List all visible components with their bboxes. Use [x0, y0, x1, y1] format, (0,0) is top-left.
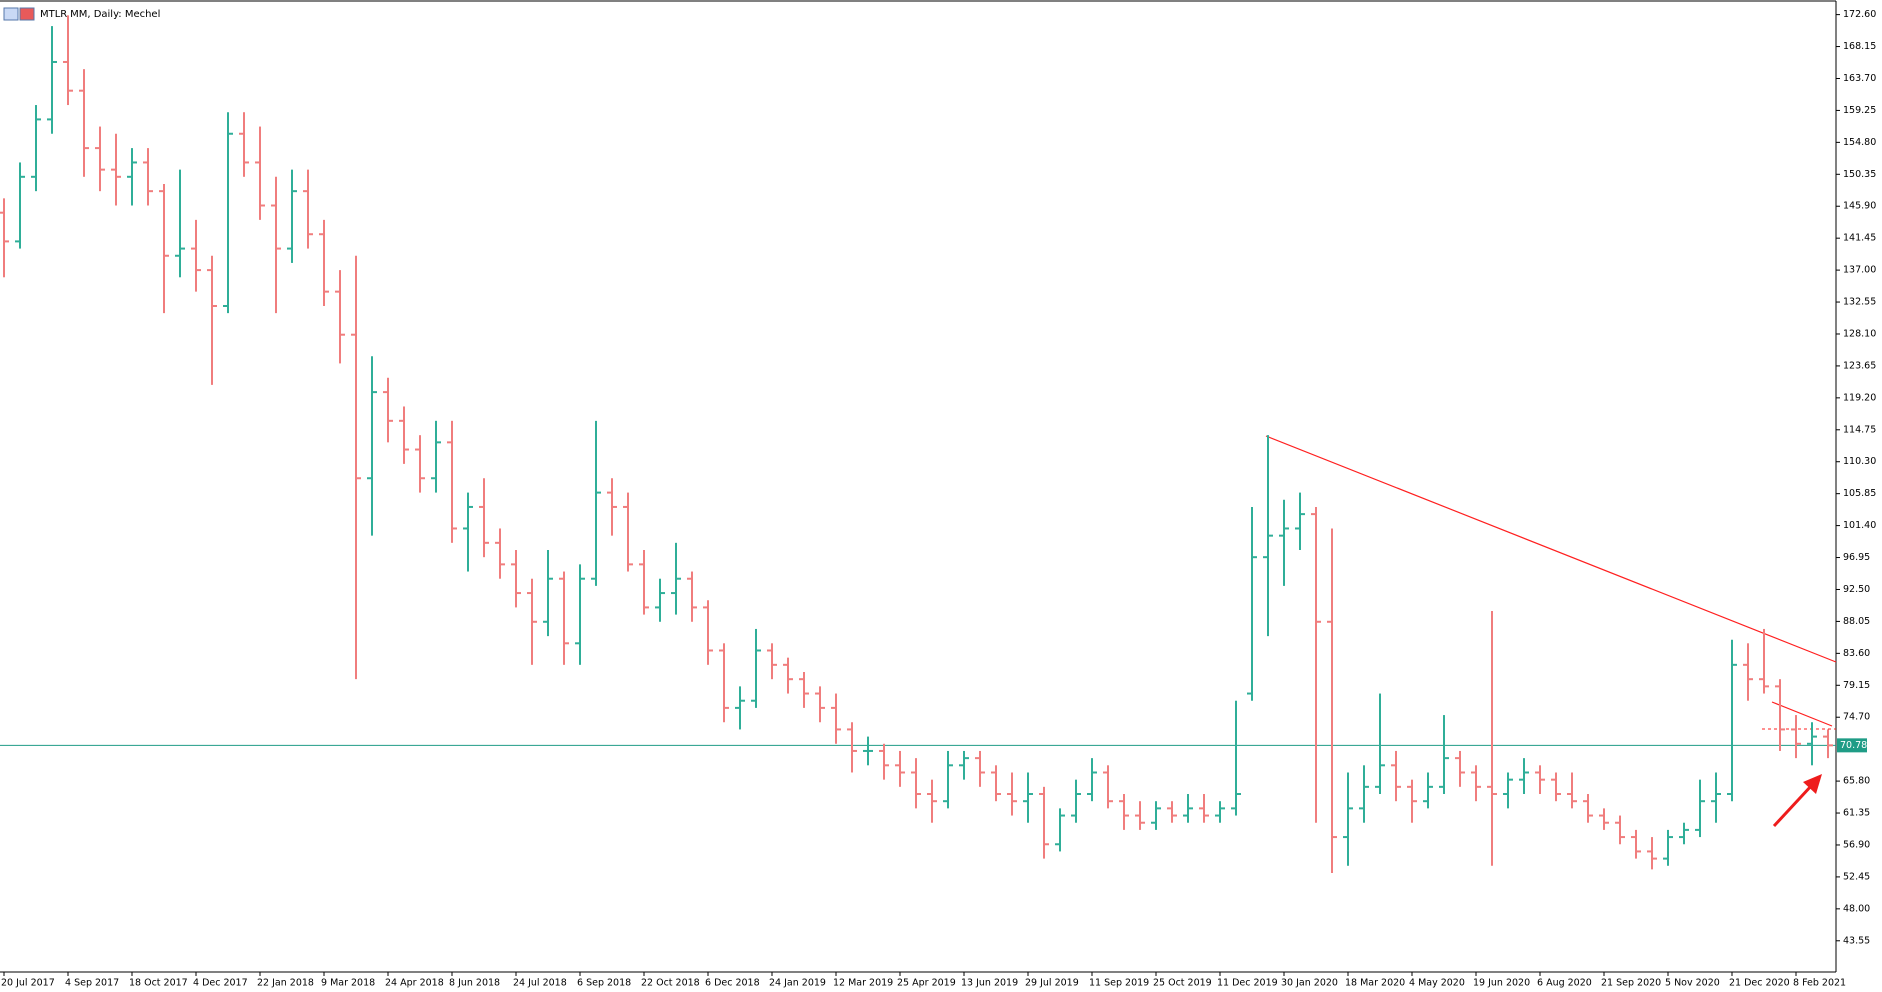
y-tick-label: 159.25: [1843, 105, 1876, 116]
x-tick-label: 18 Mar 2020: [1345, 978, 1405, 989]
y-tick-label: 119.20: [1843, 392, 1876, 403]
x-tick-label: 6 Dec 2018: [705, 978, 760, 989]
y-tick-label: 61.35: [1843, 808, 1870, 819]
y-tick-label: 141.45: [1843, 233, 1876, 244]
x-tick-label: 19 Jun 2020: [1473, 978, 1530, 989]
y-tick-label: 150.35: [1843, 169, 1876, 180]
y-tick-label: 52.45: [1843, 871, 1870, 882]
x-tick-label: 13 Jun 2019: [961, 978, 1018, 989]
trend-line: [1265, 435, 1837, 663]
y-tick-label: 92.50: [1843, 584, 1870, 595]
arrow-shaft: [1772, 783, 1814, 828]
y-tick-label: 101.40: [1843, 520, 1876, 531]
y-tick-label: 65.80: [1843, 776, 1870, 787]
y-tick-label: 172.60: [1843, 9, 1876, 20]
y-tick-label: 43.55: [1843, 935, 1870, 946]
chart-title: MTLR.MM, Daily: Mechel: [40, 9, 160, 20]
x-tick-label: 30 Jan 2020: [1281, 978, 1338, 989]
x-tick-label: 4 Dec 2017: [193, 978, 248, 989]
x-tick-label: 4 Sep 2017: [65, 978, 119, 989]
y-tick-label: 132.55: [1843, 297, 1876, 308]
x-tick-label: 5 Nov 2020: [1665, 978, 1720, 989]
y-tick-label: 168.15: [1843, 41, 1876, 52]
trend-line-short: [1771, 701, 1833, 727]
x-tick-label: 11 Dec 2019: [1217, 978, 1278, 989]
x-tick-label: 6 Sep 2018: [577, 978, 631, 989]
x-tick-label: 20 Jul 2017: [1, 978, 55, 989]
x-tick-label: 21 Dec 2020: [1729, 978, 1790, 989]
x-tick-label: 29 Jul 2019: [1025, 978, 1079, 989]
annotations: [1265, 435, 1837, 828]
x-tick-label: 8 Feb 2021: [1793, 978, 1846, 989]
y-tick-label: 137.00: [1843, 265, 1876, 276]
symbol-icons: [3, 7, 35, 21]
x-tick-label: 24 Jan 2019: [769, 978, 826, 989]
price-bars: [0, 15, 1833, 873]
y-tick-label: 83.60: [1843, 648, 1870, 659]
y-tick-label: 123.65: [1843, 360, 1876, 371]
x-tick-label: 9 Mar 2018: [321, 978, 375, 989]
y-tick-label: 105.85: [1843, 488, 1876, 499]
y-tick-label: 110.30: [1843, 456, 1876, 467]
x-tick-label: 8 Jun 2018: [449, 978, 500, 989]
x-tick-label: 4 May 2020: [1409, 978, 1465, 989]
x-tick-label: 18 Oct 2017: [129, 978, 188, 989]
bid-label-box: [1837, 738, 1867, 753]
x-tick-label: 6 Aug 2020: [1537, 978, 1592, 989]
y-tick-label: 114.75: [1843, 424, 1876, 435]
x-tick-label: 24 Apr 2018: [385, 978, 444, 989]
y-tick-label: 154.80: [1843, 137, 1876, 148]
y-tick-label: 88.05: [1843, 616, 1870, 627]
y-tick-label: 145.90: [1843, 201, 1876, 212]
y-tick-label: 79.15: [1843, 680, 1870, 691]
y-tick-label: 48.00: [1843, 903, 1870, 914]
y-tick-label: 128.10: [1843, 328, 1876, 339]
y-tick-label: 56.90: [1843, 839, 1870, 850]
x-tick-label: 21 Sep 2020: [1601, 978, 1661, 989]
y-tick-label: 163.70: [1843, 73, 1876, 84]
x-tick-label: 25 Oct 2019: [1153, 978, 1212, 989]
x-tick-label: 22 Oct 2018: [641, 978, 700, 989]
y-tick-label: 96.95: [1843, 552, 1870, 563]
arrow-head: [1803, 774, 1822, 794]
x-tick-label: 24 Jul 2018: [513, 978, 567, 989]
x-tick-label: 22 Jan 2018: [257, 978, 314, 989]
x-tick-label: 25 Apr 2019: [897, 978, 956, 989]
x-tick-label: 11 Sep 2019: [1089, 978, 1149, 989]
y-tick-label: 74.70: [1843, 712, 1870, 723]
x-tick-label: 12 Mar 2019: [833, 978, 893, 989]
bid-label: 70.78: [1840, 740, 1867, 751]
